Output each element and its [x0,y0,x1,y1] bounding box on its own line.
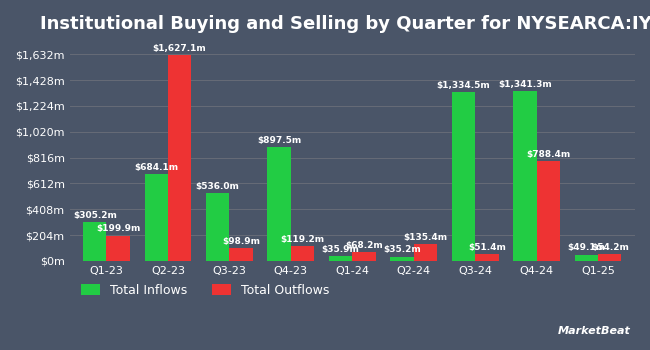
Text: $49.1m: $49.1m [567,244,605,252]
Text: $199.9m: $199.9m [96,224,140,233]
Text: $1,341.3m: $1,341.3m [498,80,552,89]
Text: $51.4m: $51.4m [468,243,506,252]
Bar [107,236,130,261]
Bar [514,91,537,261]
Bar [452,92,475,261]
Bar [598,254,621,261]
Bar [229,248,253,261]
Text: $54.2m: $54.2m [591,243,629,252]
Text: $98.9m: $98.9m [222,237,260,246]
Bar [414,244,437,261]
Text: $897.5m: $897.5m [257,136,302,145]
Bar [83,222,107,261]
Bar [268,147,291,261]
Text: $35.9m: $35.9m [322,245,359,254]
Bar [475,254,499,261]
Legend: Total Inflows, Total Outflows: Total Inflows, Total Outflows [76,279,334,302]
Text: $135.4m: $135.4m [404,232,447,241]
Title: Institutional Buying and Selling by Quarter for NYSEARCA:IYR: Institutional Buying and Selling by Quar… [40,15,650,33]
Text: $305.2m: $305.2m [73,211,117,220]
Text: $68.2m: $68.2m [345,241,383,250]
Text: $536.0m: $536.0m [196,182,240,191]
Text: $1,334.5m: $1,334.5m [437,81,490,90]
Text: $788.4m: $788.4m [526,150,571,159]
Bar [329,257,352,261]
Bar [352,252,376,261]
Text: MarketBeat: MarketBeat [558,326,630,336]
Text: $35.2m: $35.2m [384,245,421,254]
Text: $119.2m: $119.2m [280,234,324,244]
Bar [291,246,314,261]
Bar [206,193,229,261]
Text: $684.1m: $684.1m [134,163,178,172]
Bar [537,161,560,261]
Bar [391,257,414,261]
Bar [575,255,598,261]
Bar [144,174,168,261]
Text: $1,627.1m: $1,627.1m [153,44,207,52]
Bar [168,55,191,261]
